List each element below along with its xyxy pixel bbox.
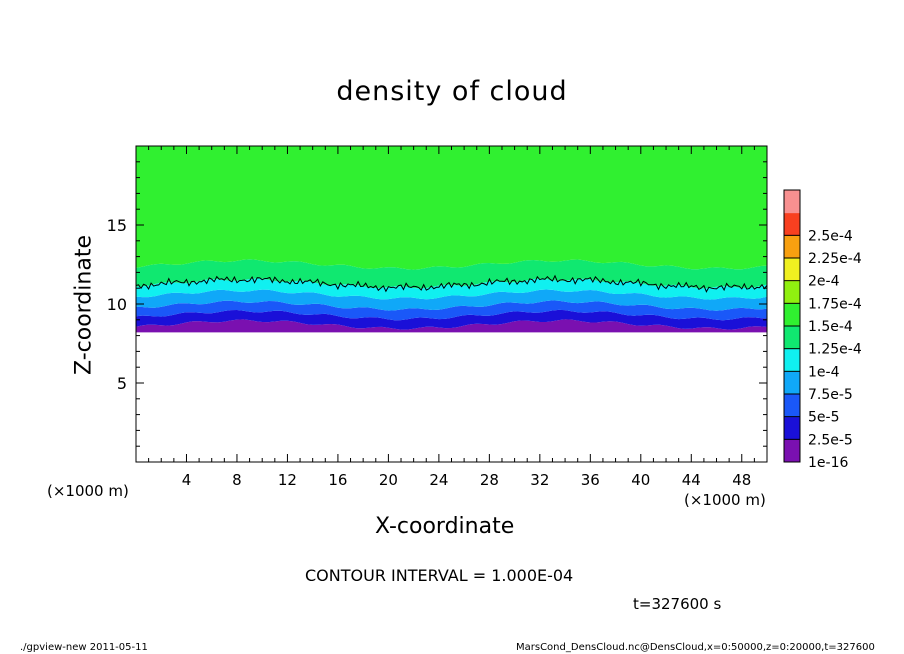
x-tick-label: 44 [682,471,701,489]
density-band [136,309,767,330]
colorbar-label: 7.5e-5 [808,387,853,403]
density-band [136,278,767,300]
colorbar-label: 1e-16 [808,455,848,471]
y-axis: 5 10 15 [107,161,767,447]
x-unit-label-right: (×1000 m) [684,491,766,509]
x-tick-label: 8 [232,471,242,489]
footer-command: ./gpview-new 2011-05-11 [20,642,148,653]
colorbar-label: 2e-4 [808,274,840,290]
contour-layer [135,274,768,293]
density-band [136,259,767,289]
colorbar-swatch [784,235,800,259]
colorbar-label: 1.25e-4 [808,342,862,358]
x-tick-label: 20 [379,471,398,489]
density-band [136,300,767,321]
y-tick-label: 15 [107,216,127,235]
x-tick-label: 48 [732,471,751,489]
x-axis: 4 8 12 16 20 24 28 32 36 40 44 48 [148,146,755,489]
colorbar-label: 1.5e-4 [808,319,853,335]
density-band [136,319,767,333]
colorbar-swatch [784,348,800,372]
contour-interval-label: CONTOUR INTERVAL = 1.000E-04 [305,566,574,585]
colorbar-swatch [784,416,800,440]
colorbar: 1e-16 2.5e-5 5e-5 7.5e-5 1e-4 1.25e-4 1.5e-4 1.… [783,189,862,471]
colorbar-swatch [784,326,800,350]
colorbar-label: 2.5e-4 [808,228,853,244]
y-axis-label: Z-coordinate [71,235,97,375]
x-tick-label: 24 [429,471,448,489]
x-tick-label: 36 [581,471,600,489]
y-tick-label: 5 [117,374,127,393]
x-tick-label: 4 [182,471,192,489]
colorbar-swatch [784,280,800,304]
colorbar-swatch [784,212,800,236]
colorbar-swatch [784,439,800,463]
x-axis-label: X-coordinate [375,514,515,539]
colorbar-label: 5e-5 [808,410,839,426]
colorbar-swatch [784,190,800,214]
colorbar-label: 2.25e-4 [808,251,862,267]
x-tick-label: 28 [480,471,499,489]
contour-line [135,274,768,293]
density-band [136,146,767,270]
density-field [136,146,767,333]
x-tick-label: 16 [328,471,347,489]
y-tick-label: 10 [107,295,127,314]
time-label: t=327600 s [633,595,722,613]
density-band [136,289,767,311]
x-tick-label: 32 [530,471,549,489]
x-tick-label: 12 [278,471,297,489]
colorbar-swatch [784,394,800,418]
footer-source: MarsCond_DensCloud.nc@DensCloud,x=0:5000… [516,642,875,653]
colorbar-swatch [784,258,800,282]
x-tick-label: 40 [631,471,650,489]
colorbar-swatch [784,371,800,395]
colorbar-label: 1.75e-4 [808,296,862,312]
colorbar-label: 1e-4 [808,364,840,380]
chart-title: density of cloud [336,76,568,107]
colorbar-swatch [784,303,800,327]
x-unit-label-left: (×1000 m) [47,482,129,500]
colorbar-label: 2.5e-5 [808,432,853,448]
